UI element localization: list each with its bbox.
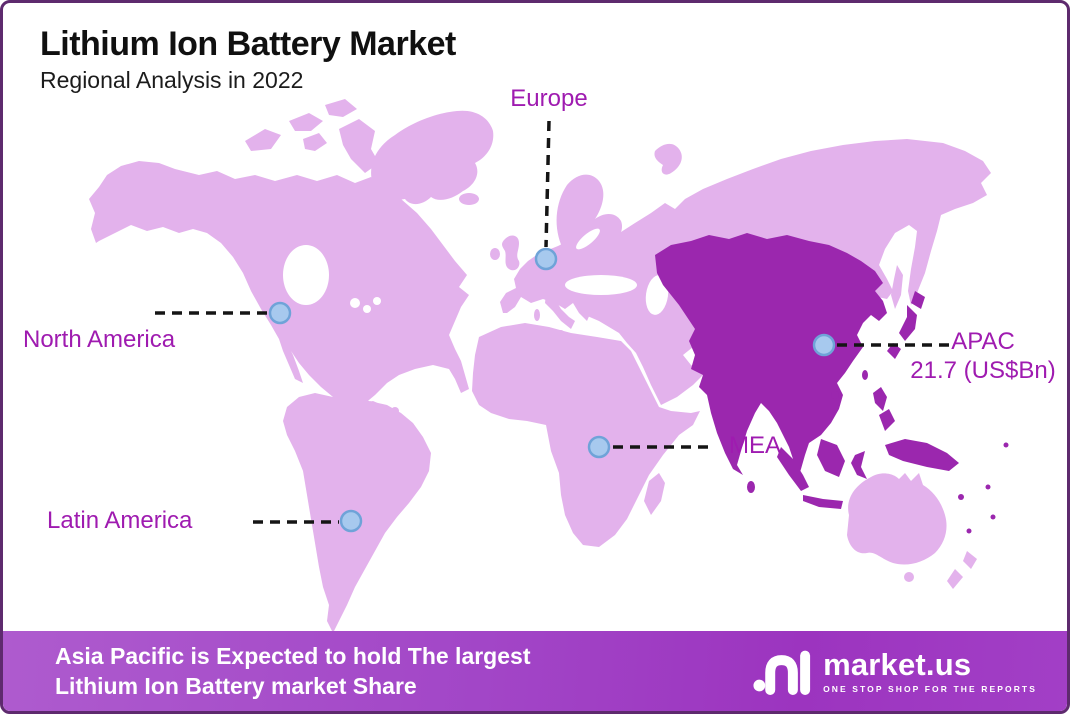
region-label-apac-name: APAC xyxy=(951,328,1015,355)
page-title: Lithium Ion Battery Market xyxy=(40,25,456,63)
region-apac-borneo xyxy=(817,439,845,477)
peninsula-italy xyxy=(545,293,575,329)
region-apac-mainland xyxy=(655,233,887,481)
arctic-islands xyxy=(245,99,379,173)
marker-latin-america xyxy=(339,509,363,533)
region-apac-java xyxy=(803,495,843,509)
region-apac-sumatra xyxy=(777,447,809,491)
brand-name: market.us xyxy=(823,646,972,682)
caspian-sea xyxy=(645,275,669,315)
pacific-island-5 xyxy=(966,528,972,534)
peninsula-scandinavia xyxy=(556,174,623,254)
region-apac-japan xyxy=(887,291,925,359)
pacific-island-1 xyxy=(958,494,964,500)
banner-text: Asia Pacific is Expected to hold The lar… xyxy=(55,641,530,702)
region-label-latin-america: Latin America xyxy=(47,507,193,534)
pacific-island-4 xyxy=(990,514,996,520)
island-madagascar xyxy=(644,473,665,515)
great-lake-1 xyxy=(350,298,360,308)
footer-banner: Asia Pacific is Expected to hold The lar… xyxy=(3,631,1067,711)
island-great-britain xyxy=(502,235,520,271)
great-lake-2 xyxy=(363,305,371,313)
region-label-apac: APAC 21.7 (US$Bn) xyxy=(903,328,1063,385)
leader-lines xyxy=(155,120,951,524)
brand-copy: market.us ONE STOP SHOP FOR THE REPORTS xyxy=(823,649,1037,694)
region-apac-taiwan xyxy=(862,370,868,380)
market-us-logo-icon xyxy=(753,650,811,696)
continent-africa xyxy=(472,323,700,547)
region-apac-hainan xyxy=(831,391,839,399)
region-apac-philippines xyxy=(873,387,895,431)
black-sea xyxy=(565,275,637,295)
marker-apac xyxy=(812,333,836,357)
world-map xyxy=(89,99,1009,633)
page-subtitle: Regional Analysis in 2022 xyxy=(40,67,304,93)
base-landmass xyxy=(89,99,991,633)
region-label-europe: Europe xyxy=(510,85,588,112)
hudson-bay xyxy=(283,245,329,305)
pacific-island-2 xyxy=(985,484,991,490)
island-sakhalin xyxy=(891,265,903,309)
brand-logo: market.us ONE STOP SHOP FOR THE REPORTS xyxy=(753,645,1037,697)
region-apac-new-guinea xyxy=(885,439,959,471)
pacific-island-3 xyxy=(1003,442,1009,448)
region-apac-sulawesi xyxy=(851,451,867,479)
region-label-north-america: North America xyxy=(23,326,176,353)
header: Lithium Ion Battery Market Regional Anal… xyxy=(40,25,456,94)
apac-highlight-region xyxy=(655,233,1009,534)
island-tasmania xyxy=(904,572,914,582)
great-lake-3 xyxy=(373,297,381,305)
island-iceland xyxy=(459,193,479,205)
continent-australia xyxy=(847,473,947,565)
banner-line-2: Lithium Ion Battery market Share xyxy=(55,673,417,699)
brand-tagline: ONE STOP SHOP FOR THE REPORTS xyxy=(823,683,1037,694)
markers xyxy=(268,247,836,533)
island-sardinia xyxy=(534,309,540,321)
region-label-mea: MEA xyxy=(729,432,782,459)
island-greenland xyxy=(371,110,494,205)
island-ireland xyxy=(490,248,500,260)
region-apac-sri-lanka xyxy=(747,481,755,493)
leader-line-europe xyxy=(544,120,551,248)
baltic-sea xyxy=(576,228,600,250)
marker-mea xyxy=(587,435,611,459)
banner-line-1: Asia Pacific is Expected to hold The lar… xyxy=(55,642,531,669)
region-value-apac: 21.7 (US$Bn) xyxy=(910,357,1056,384)
island-novaya-zemlya xyxy=(654,143,682,175)
marker-north-america xyxy=(268,301,292,325)
islands-new-zealand xyxy=(947,551,977,589)
marker-europe xyxy=(534,247,558,271)
